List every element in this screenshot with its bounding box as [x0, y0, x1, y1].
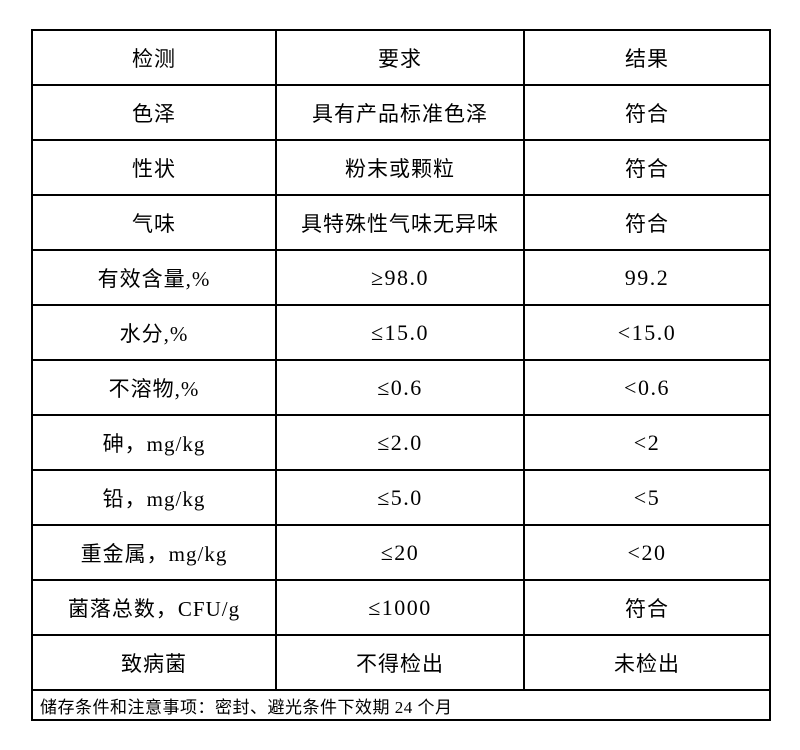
cell-result: <20	[523, 524, 771, 581]
cell-item: 不溶物,%	[31, 359, 277, 416]
inspection-report-table: 检测 要求 结果 色泽 具有产品标准色泽 符合 性状 粉末或颗粒 符合 气味 具…	[31, 29, 771, 721]
cell-item: 色泽	[31, 84, 277, 141]
table-row: 色泽 具有产品标准色泽 符合	[31, 84, 771, 141]
cell-requirement: ≤20	[275, 524, 525, 581]
cell-item: 有效含量,%	[31, 249, 277, 306]
cell-result: 符合	[523, 84, 771, 141]
table-row: 致病菌 不得检出 未检出	[31, 634, 771, 691]
cell-requirement: 具有产品标准色泽	[275, 84, 525, 141]
storage-conditions-note: 储存条件和注意事项：密封、避光条件下效期 24 个月	[31, 689, 771, 721]
cell-requirement: ≤15.0	[275, 304, 525, 361]
table-row: 铅，mg/kg ≤5.0 <5	[31, 469, 771, 526]
cell-result: 符合	[523, 139, 771, 196]
cell-result: 符合	[523, 579, 771, 636]
cell-item: 性状	[31, 139, 277, 196]
cell-item: 重金属，mg/kg	[31, 524, 277, 581]
cell-result: <15.0	[523, 304, 771, 361]
table-row: 不溶物,% ≤0.6 <0.6	[31, 359, 771, 416]
header-requirement: 要求	[275, 29, 525, 86]
cell-requirement: ≤0.6	[275, 359, 525, 416]
cell-item: 菌落总数，CFU/g	[31, 579, 277, 636]
cell-result: 符合	[523, 194, 771, 251]
cell-requirement: ≤5.0	[275, 469, 525, 526]
header-test: 检测	[31, 29, 277, 86]
storage-conditions-row: 储存条件和注意事项：密封、避光条件下效期 24 个月	[31, 689, 771, 721]
cell-result: 99.2	[523, 249, 771, 306]
header-row: 检测 要求 结果	[31, 29, 771, 86]
cell-result: <0.6	[523, 359, 771, 416]
table-row: 菌落总数，CFU/g ≤1000 符合	[31, 579, 771, 636]
cell-item: 气味	[31, 194, 277, 251]
header-result: 结果	[523, 29, 771, 86]
table-row: 水分,% ≤15.0 <15.0	[31, 304, 771, 361]
table-row: 气味 具特殊性气味无异味 符合	[31, 194, 771, 251]
cell-item: 水分,%	[31, 304, 277, 361]
table-row: 性状 粉末或颗粒 符合	[31, 139, 771, 196]
cell-result: 未检出	[523, 634, 771, 691]
table-row: 有效含量,% ≥98.0 99.2	[31, 249, 771, 306]
cell-requirement: ≤2.0	[275, 414, 525, 471]
cell-requirement: 不得检出	[275, 634, 525, 691]
cell-requirement: 粉末或颗粒	[275, 139, 525, 196]
cell-item: 铅，mg/kg	[31, 469, 277, 526]
cell-item: 致病菌	[31, 634, 277, 691]
cell-requirement: 具特殊性气味无异味	[275, 194, 525, 251]
table-row: 砷，mg/kg ≤2.0 <2	[31, 414, 771, 471]
cell-result: <2	[523, 414, 771, 471]
table-row: 重金属，mg/kg ≤20 <20	[31, 524, 771, 581]
cell-item: 砷，mg/kg	[31, 414, 277, 471]
cell-requirement: ≥98.0	[275, 249, 525, 306]
cell-result: <5	[523, 469, 771, 526]
cell-requirement: ≤1000	[275, 579, 525, 636]
